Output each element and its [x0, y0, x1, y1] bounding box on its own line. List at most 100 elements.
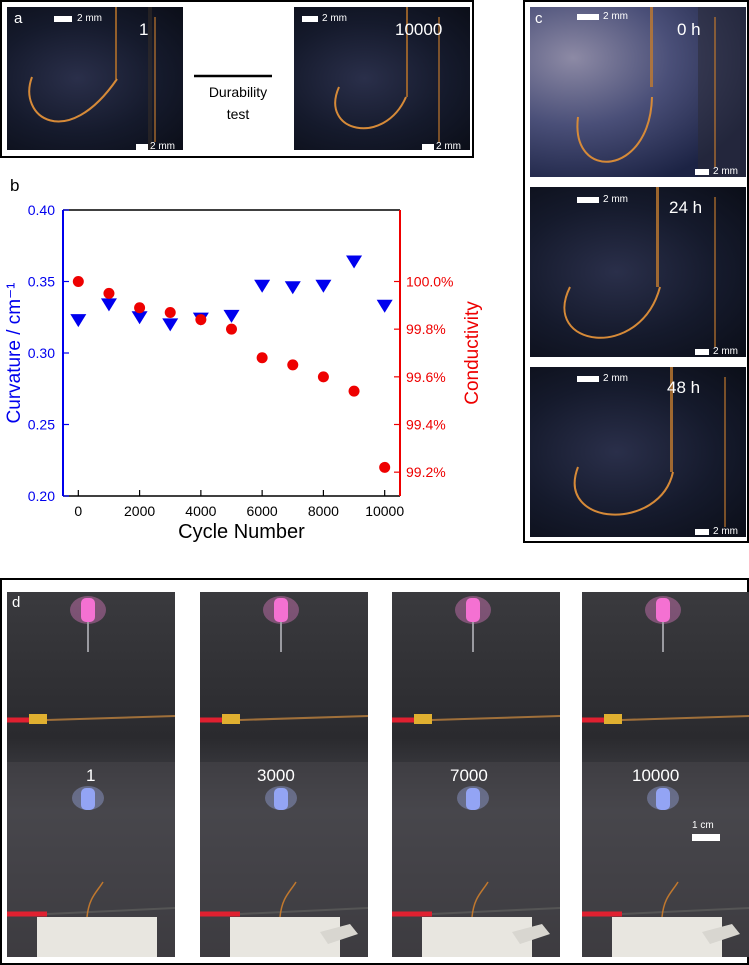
- x-tick-label: 2000: [124, 503, 155, 519]
- curvature-point: [284, 281, 301, 295]
- panel-c: c 2 mm 0 h 2 mm 2 mm 24 h 2 mm 2 mm 48 h…: [523, 0, 749, 543]
- scale-label: 2 mm: [603, 11, 628, 22]
- fiber-curl-image: [334, 7, 440, 142]
- led-circuit-image: [582, 596, 749, 957]
- cycle-label: 7000: [450, 766, 488, 785]
- y-left-tick-label: 0.35: [28, 274, 55, 290]
- panel-d: d 1 3000 7000 10000 1 cm: [0, 578, 749, 965]
- conductivity-point: [348, 385, 360, 397]
- scale-bar: [136, 144, 148, 150]
- conductivity-point: [317, 371, 329, 383]
- led-test-photo: [582, 592, 749, 957]
- time-label: 0 h: [677, 20, 701, 39]
- led-circuit-image: [392, 596, 560, 957]
- conductivity-point: [134, 302, 146, 314]
- conductivity-point: [164, 306, 176, 318]
- curvature-point: [376, 299, 393, 313]
- cycle-label: 10000: [632, 766, 680, 785]
- cycle-label: 3000: [257, 766, 295, 785]
- arrow-caption-line2: test: [226, 106, 250, 122]
- curvature-point: [223, 309, 240, 323]
- conductivity-point: [226, 323, 237, 335]
- scale-bar: [577, 197, 599, 203]
- panel-label: a: [14, 10, 23, 27]
- scale-label: 2 mm: [713, 346, 738, 357]
- panel-c-photo-48h: [530, 367, 746, 537]
- fiber-curl-image: [28, 7, 156, 150]
- scale-bar: [577, 14, 599, 20]
- fiber-curl-image: [576, 7, 746, 177]
- scale-bar: [695, 349, 709, 355]
- scale-label: 2 mm: [322, 13, 347, 24]
- curvature-point: [346, 255, 363, 269]
- curvature-point: [131, 311, 148, 325]
- conductivity-point: [379, 461, 391, 473]
- panel-a: 2 mm 2 mm a 1 Durability test 2 mm 2 mm …: [0, 0, 474, 158]
- scale-label: 2 mm: [713, 526, 738, 537]
- panel-a-photo-cycle-1: [7, 7, 183, 150]
- y-right-tick-label: 99.2%: [406, 464, 446, 480]
- x-tick-label: 4000: [185, 503, 216, 519]
- y-left-tick-label: 0.40: [28, 202, 55, 218]
- x-tick-label: 6000: [247, 503, 278, 519]
- y-right-tick-label: 99.8%: [406, 321, 446, 337]
- y-left-tick-label: 0.20: [28, 488, 55, 504]
- panel-c-photo-24h: [530, 187, 746, 357]
- led-test-photo: [200, 592, 368, 957]
- y-left-tick-label: 0.30: [28, 345, 55, 361]
- panel-c-photo-0h: [530, 7, 746, 177]
- scale-bar: [422, 144, 434, 150]
- cycle-count-start: 1: [139, 20, 149, 39]
- scale-label: 2 mm: [603, 194, 628, 205]
- y-right-tick-label: 99.6%: [406, 369, 446, 385]
- curvature-point: [254, 279, 271, 293]
- led-circuit-image: [200, 596, 368, 957]
- time-label: 24 h: [669, 198, 703, 217]
- scale-bar: [577, 376, 599, 382]
- scale-bar: [692, 834, 720, 841]
- panel-label: b: [10, 176, 20, 195]
- conductivity-point: [195, 314, 207, 326]
- scale-bar: [54, 16, 72, 22]
- curvature-point: [100, 298, 117, 312]
- conductivity-point: [103, 287, 115, 299]
- scale-label: 2 mm: [150, 141, 175, 152]
- arrow-caption-line1: Durability: [208, 84, 268, 100]
- x-tick-label: 0: [74, 503, 82, 519]
- y-right-tick-label: 100.0%: [406, 274, 453, 290]
- curvature-conductivity-chart: 0 2000 4000 6000 8000 10000 0.20 0.25 0.30 0.35 0.…: [4, 202, 483, 543]
- scale-bar: [302, 16, 318, 22]
- fiber-curl-image: [573, 367, 726, 527]
- led-circuit-image: [7, 596, 175, 957]
- scale-label: 2 mm: [77, 13, 102, 24]
- conductivity-point: [72, 276, 84, 287]
- scale-label: 2 mm: [603, 373, 628, 384]
- conductivity-point: [256, 352, 268, 364]
- curvature-point: [70, 314, 87, 328]
- arrow-right-icon: [194, 74, 272, 78]
- y-right-tick-label: 99.4%: [406, 417, 446, 433]
- panel-label: c: [535, 10, 543, 27]
- scale-label: 2 mm: [713, 166, 738, 177]
- curvature-point: [315, 279, 332, 293]
- panel-a-photo-cycle-10000: [294, 7, 470, 150]
- led-test-photo: [392, 592, 560, 957]
- scale-label: 1 cm: [692, 820, 714, 831]
- conductivity-point: [287, 359, 299, 371]
- fiber-curl-image: [563, 187, 716, 347]
- scale-bar: [695, 529, 709, 535]
- scale-bar: [695, 169, 709, 175]
- cycle-count-end: 10000: [395, 20, 443, 39]
- y-left-axis-label: Curvature / cm⁻¹: [4, 283, 25, 424]
- panel-label: d: [12, 594, 21, 611]
- time-label: 48 h: [667, 378, 701, 397]
- y-right-axis-label: Conductivity: [462, 301, 483, 405]
- x-tick-label: 8000: [308, 503, 339, 519]
- curvature-point: [162, 318, 179, 332]
- led-test-photo: [7, 592, 175, 957]
- scale-label: 2 mm: [436, 141, 461, 152]
- y-left-tick-label: 0.25: [28, 417, 55, 433]
- x-axis-label: Cycle Number: [178, 521, 305, 543]
- x-tick-label: 10000: [365, 503, 404, 519]
- cycle-label: 1: [86, 766, 96, 785]
